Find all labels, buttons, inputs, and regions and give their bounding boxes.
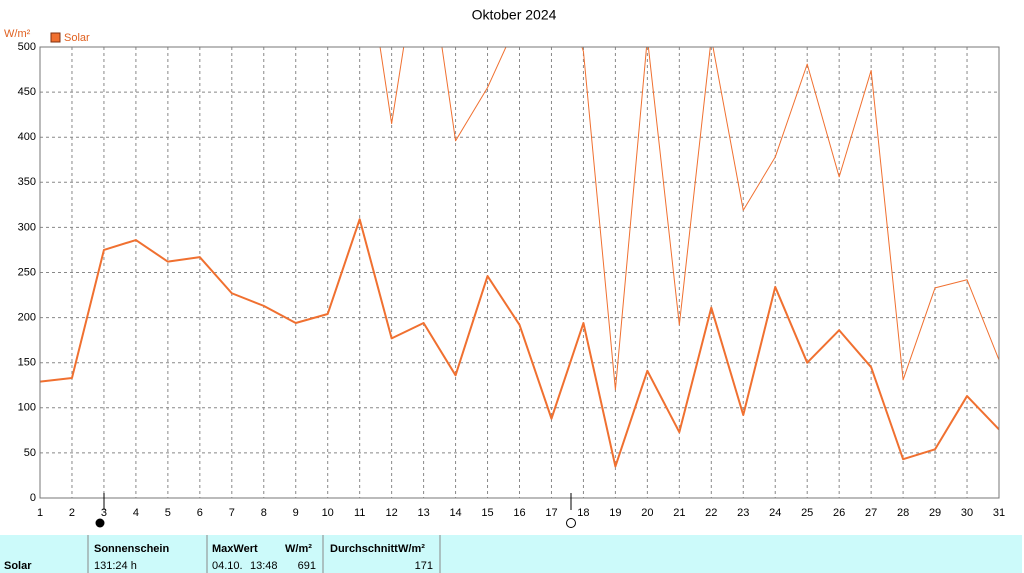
x-tick-label: 6: [197, 507, 203, 519]
x-tick-label: 22: [705, 507, 717, 519]
x-tick-label: 13: [417, 507, 429, 519]
row-label: Solar: [4, 560, 32, 572]
y-tick-label: 450: [18, 86, 36, 98]
x-tick-label: 30: [961, 507, 973, 519]
series-line: [379, 47, 999, 391]
new-moon-icon: [566, 518, 576, 528]
x-tick-label: 20: [641, 507, 653, 519]
x-tick-label: 11: [354, 507, 365, 519]
y-tick-label: 200: [18, 312, 36, 324]
header: W/m²: [398, 543, 425, 555]
x-tick-label: 5: [165, 507, 171, 519]
x-tick-label: 19: [609, 507, 621, 519]
x-tick-label: 27: [865, 507, 877, 519]
plot-border: [39, 46, 1000, 499]
legend-label: Solar: [64, 32, 90, 44]
x-tick-label: 29: [929, 507, 941, 519]
x-tick-label: 15: [481, 507, 493, 519]
y-tick-label: 250: [18, 266, 36, 278]
y-tick-label: 50: [24, 447, 36, 459]
x-tick-label: 21: [673, 507, 685, 519]
cell: 131:24 h: [94, 560, 137, 572]
cell: 04.10.: [212, 560, 243, 572]
x-tick-label: 23: [737, 507, 749, 519]
x-tick-label: 24: [769, 507, 781, 519]
x-tick-label: 3: [101, 507, 107, 519]
x-tick-label: 10: [322, 507, 334, 519]
y-tick-label: 300: [18, 221, 36, 233]
x-tick-label: 16: [513, 507, 525, 519]
x-tick-label: 7: [229, 507, 235, 519]
x-tick-label: 26: [833, 507, 845, 519]
x-tick-label: 28: [897, 507, 909, 519]
y-tick-label: 500: [18, 41, 36, 53]
y-tick-label: 350: [18, 176, 36, 188]
x-tick-label: 31: [993, 507, 1005, 519]
cell: 171: [415, 560, 433, 572]
cell: 691: [298, 560, 316, 572]
y-tick-label: 150: [18, 357, 36, 369]
x-tick-label: 18: [577, 507, 589, 519]
x-tick-label: 9: [293, 507, 299, 519]
full-moon-icon: [95, 518, 105, 528]
summary-table: Solar Sonnenschein 131:24 h MaxWert W/m²…: [0, 535, 1022, 573]
chart-title: Oktober 2024: [472, 7, 557, 23]
y-tick-label: 100: [18, 402, 36, 414]
x-tick-label: 2: [69, 507, 75, 519]
legend-swatch: [50, 32, 61, 43]
x-tick-label: 8: [261, 507, 267, 519]
x-tick-label: 17: [545, 507, 557, 519]
cell: 13:48: [250, 560, 278, 572]
header: MaxWert: [212, 543, 258, 555]
table-background: [0, 535, 1022, 573]
x-tick-label: 4: [133, 507, 139, 519]
x-tick-label: 1: [37, 507, 43, 519]
y-tick-label: 400: [18, 131, 36, 143]
header: Durchschnitt: [330, 543, 398, 555]
y-tick-label: 0: [30, 492, 36, 504]
series-line: [40, 218, 999, 468]
x-tick-label: 14: [449, 507, 461, 519]
y-axis-label: W/m²: [4, 28, 31, 40]
x-tick-label: 25: [801, 507, 813, 519]
header: Sonnenschein: [94, 543, 169, 555]
x-tick-label: 12: [386, 507, 398, 519]
header: W/m²: [285, 543, 312, 555]
